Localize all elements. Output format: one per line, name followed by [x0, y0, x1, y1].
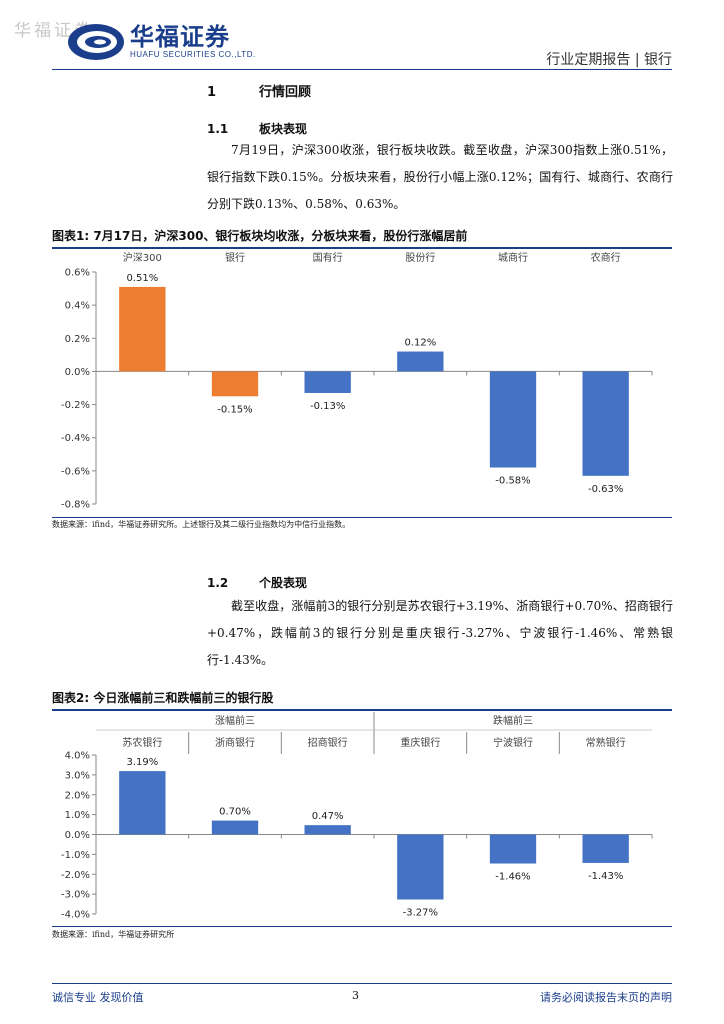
- data-label: 0.70%: [219, 807, 251, 818]
- section-1-1-heading: 1.1 板块表现: [207, 120, 307, 137]
- bar: [211, 820, 259, 835]
- category-label: 浙商银行: [215, 736, 255, 749]
- section-number: 1: [207, 85, 217, 100]
- figure-2-bottom-rule: [52, 926, 672, 927]
- sector-performance-paragraph: 7月19日，沪深300收涨，银行板块收跌。截至收盘，沪深300指数上涨0.51%…: [207, 143, 673, 211]
- y-tick-label: 0.0%: [65, 830, 90, 841]
- figure-1-title: 图表1: 7月17日，沪深300、银行板块均收涨，分板块来看，股份行涨幅居前: [52, 227, 672, 249]
- bar: [582, 371, 629, 476]
- y-tick-label: 0.6%: [65, 268, 90, 279]
- category-label: 城商行: [498, 251, 528, 264]
- bar: [397, 834, 444, 900]
- bar: [119, 771, 166, 835]
- y-tick-label: 4.0%: [65, 751, 90, 762]
- y-tick-label: 3.0%: [65, 770, 90, 781]
- category-label: 股份行: [405, 251, 435, 264]
- section-number: 1.2: [207, 576, 229, 590]
- y-tick-label: -0.4%: [61, 433, 90, 444]
- report-type: 行业定期报告 | 银行: [546, 52, 672, 68]
- data-label: 3.19%: [126, 757, 158, 768]
- figure-1-bottom-rule: [52, 517, 672, 518]
- y-tick-label: 0.4%: [65, 301, 90, 312]
- y-tick-label: 2.0%: [65, 790, 90, 801]
- sector-index-bar-chart: 0.6% 0.4% 0.2% 0.0% -0.2% -0.4% -0.6% -0.8% 沪深30…: [61, 251, 653, 511]
- section-title: 行情回顾: [259, 85, 312, 100]
- logo-chinese-name: 华福证券: [130, 23, 230, 51]
- y-tick-label: 0.0%: [65, 367, 90, 378]
- section-1-2-heading: 1.2 个股表现: [207, 574, 307, 591]
- figure-2-source: 数据来源：ifind，华福证券研究所: [52, 930, 175, 939]
- figure-2-title: 图表2: 今日涨幅前三和跌幅前三的银行股: [52, 689, 672, 711]
- data-label: -1.43%: [588, 871, 623, 882]
- y-tick-label: -2.0%: [61, 870, 90, 881]
- category-label: 常熟银行: [586, 736, 626, 749]
- section-number: 1.1: [207, 122, 229, 136]
- group-label: 涨幅前三: [215, 714, 255, 727]
- bar: [582, 834, 629, 863]
- footer-divider: [52, 983, 672, 984]
- category-label: 国有行: [313, 251, 343, 264]
- bar: [304, 371, 351, 393]
- section-1-heading: 1 行情回顾: [207, 81, 311, 100]
- bar: [304, 825, 351, 835]
- y-tick-label: 1.0%: [65, 810, 90, 821]
- header-divider: [52, 69, 672, 70]
- bar: [119, 286, 166, 372]
- group-label: 跌幅前三: [493, 714, 533, 727]
- category-label: 宁波银行: [493, 736, 533, 749]
- logo-swirl-icon: [68, 24, 124, 60]
- y-tick-label: -4.0%: [61, 910, 90, 921]
- data-label: -0.58%: [495, 476, 530, 487]
- company-logo: 华福证券 HUAFU SECURITIES CO.,LTD.: [66, 20, 270, 64]
- page-number: 3: [352, 989, 359, 1002]
- y-tick-label: 0.2%: [65, 334, 90, 345]
- data-label: 0.51%: [126, 273, 158, 284]
- data-label: -3.27%: [403, 907, 438, 918]
- y-tick-label: -1.0%: [61, 850, 90, 861]
- top-stocks-bar-chart: 4.0% 3.0% 2.0% 1.0% 0.0% -1.0% -2.0% -3.0% -4.0%…: [61, 712, 653, 921]
- bar: [489, 371, 537, 468]
- category-label: 农商行: [591, 251, 621, 264]
- data-label: 0.47%: [312, 811, 344, 822]
- y-tick-label: -3.0%: [61, 890, 90, 901]
- category-label: 招商银行: [308, 736, 348, 749]
- bar: [211, 371, 259, 397]
- category-label: 苏农银行: [122, 736, 162, 749]
- category-label: 重庆银行: [400, 736, 440, 749]
- data-label: -0.15%: [217, 404, 252, 415]
- section-title: 个股表现: [259, 576, 308, 590]
- bar: [489, 834, 537, 864]
- data-label: 0.12%: [404, 338, 436, 349]
- footer-disclaimer: 请务必阅读报告末页的声明: [540, 991, 672, 1004]
- figure-1-source: 数据来源：ifind，华福证券研究所。上述银行及其二级行业指数均为中信行业指数。: [52, 520, 351, 529]
- y-tick-label: -0.8%: [61, 500, 90, 511]
- y-tick-label: -0.2%: [61, 400, 90, 411]
- bar: [397, 351, 444, 372]
- category-label: 银行: [225, 251, 245, 264]
- data-label: -0.13%: [310, 401, 345, 412]
- logo-english-name: HUAFU SECURITIES CO.,LTD.: [130, 50, 256, 59]
- category-label: 沪深300: [123, 251, 162, 264]
- y-tick-label: -0.6%: [61, 466, 90, 477]
- footer-slogan: 诚信专业 发现价值: [52, 991, 144, 1004]
- data-label: -1.46%: [495, 872, 530, 883]
- data-label: -0.63%: [588, 484, 623, 495]
- section-title: 板块表现: [259, 122, 308, 136]
- stock-performance-paragraph: 截至收盘，涨幅前3的银行分别是苏农银行+3.19%、浙商银行+0.70%、招商银…: [207, 599, 673, 667]
